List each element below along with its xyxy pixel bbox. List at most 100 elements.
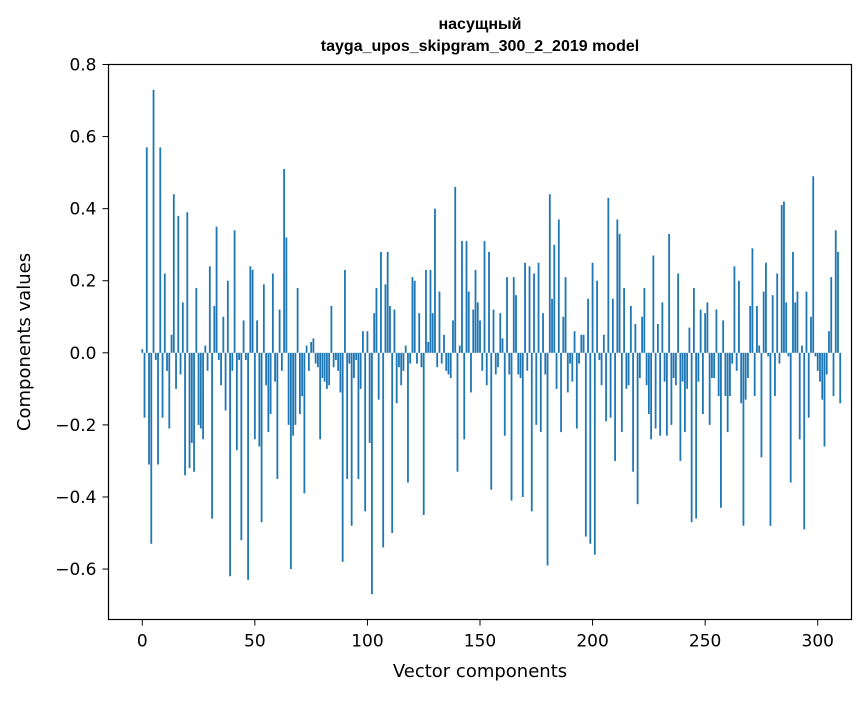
bar-173 (530, 352, 533, 512)
bar-104 (375, 287, 378, 353)
bar-162 (506, 277, 508, 353)
bar-244 (690, 352, 693, 523)
bar-57 (269, 352, 272, 415)
bar-117 (404, 345, 407, 353)
bar-207 (607, 197, 610, 353)
bar-33 (215, 226, 218, 353)
y-tick-label: 0.4 (69, 200, 96, 220)
bar-61 (278, 309, 281, 353)
bar-63 (283, 169, 286, 353)
x-tick-label: 300 (802, 632, 834, 652)
bar-75 (310, 342, 313, 353)
x-axis-label: Vector components (393, 661, 567, 682)
bar-274 (758, 345, 761, 353)
bar-2 (145, 147, 148, 353)
bar-160 (501, 338, 504, 353)
bar-156 (492, 309, 495, 353)
bar-23 (193, 352, 195, 472)
bar-40 (231, 352, 234, 371)
bar-265 (738, 280, 740, 353)
bar-66 (289, 352, 292, 570)
bar-5 (152, 89, 155, 353)
bar-108 (384, 284, 387, 353)
bar-86 (335, 352, 337, 361)
bar-252 (708, 352, 711, 425)
chart-title-line-1: насущный (438, 16, 521, 33)
bar-294 (803, 352, 806, 530)
bar-95 (355, 352, 358, 361)
bar-123 (418, 313, 421, 353)
bar-284 (780, 205, 783, 353)
bar-120 (411, 277, 414, 353)
bar-247 (697, 352, 700, 382)
bar-128 (429, 269, 432, 353)
bar-96 (357, 352, 360, 479)
bar-131 (436, 352, 439, 368)
bar-251 (706, 302, 709, 353)
bar-297 (810, 316, 812, 353)
bar-91 (346, 352, 349, 479)
bar-189 (566, 352, 569, 393)
bar-151 (481, 352, 484, 371)
bar-144 (465, 241, 468, 353)
bar-94 (353, 352, 355, 379)
y-axis-label: Components values (14, 253, 35, 431)
bar-54 (262, 284, 265, 353)
bar-299 (814, 352, 817, 357)
bar-248 (699, 309, 702, 353)
bar-159 (499, 313, 502, 353)
bar-70 (298, 352, 301, 415)
bar-184 (555, 352, 558, 389)
bar-292 (798, 352, 801, 440)
bar-140 (456, 352, 459, 472)
bar-255 (715, 309, 718, 353)
bar-295 (805, 291, 808, 353)
bar-209 (611, 298, 614, 353)
bar-304 (825, 352, 828, 375)
bar-119 (409, 352, 412, 364)
bar-307 (832, 352, 835, 397)
bar-214 (623, 287, 625, 353)
bar-148 (474, 269, 477, 353)
bar-258 (722, 320, 725, 353)
bar-76 (312, 338, 315, 353)
bar-50 (253, 352, 256, 440)
bar-107 (382, 352, 385, 548)
bar-101 (368, 352, 371, 443)
bar-188 (564, 277, 567, 353)
bar-15 (175, 352, 177, 389)
bar-43 (238, 352, 240, 361)
bar-282 (776, 273, 779, 353)
bar-152 (483, 241, 486, 353)
bar-42 (235, 352, 238, 451)
bar-30 (208, 266, 211, 353)
bar-223 (643, 287, 646, 353)
plot-area-frame (107, 63, 853, 621)
bar-77 (314, 352, 317, 364)
bar-138 (452, 320, 454, 353)
bar-231 (661, 302, 664, 353)
y-tick-label: −0.6 (55, 560, 96, 580)
bar-149 (476, 302, 479, 353)
bar-232 (663, 352, 666, 382)
bar-122 (416, 352, 418, 364)
bar-145 (467, 291, 470, 353)
y-tick-label: 0.6 (69, 128, 96, 148)
bar-310 (839, 352, 842, 404)
bar-90 (344, 269, 346, 353)
bar-264 (735, 352, 738, 371)
bar-72 (303, 352, 306, 494)
bar-273 (756, 305, 758, 353)
bar-263 (733, 266, 736, 353)
bar-221 (638, 352, 641, 379)
bar-169 (521, 352, 524, 497)
x-tick-label: 50 (244, 632, 266, 652)
bar-139 (454, 187, 457, 353)
bar-305 (828, 331, 830, 353)
bar-215 (625, 352, 628, 389)
bar-12 (168, 352, 171, 429)
bar-301 (819, 352, 821, 382)
bar-261 (729, 352, 731, 397)
